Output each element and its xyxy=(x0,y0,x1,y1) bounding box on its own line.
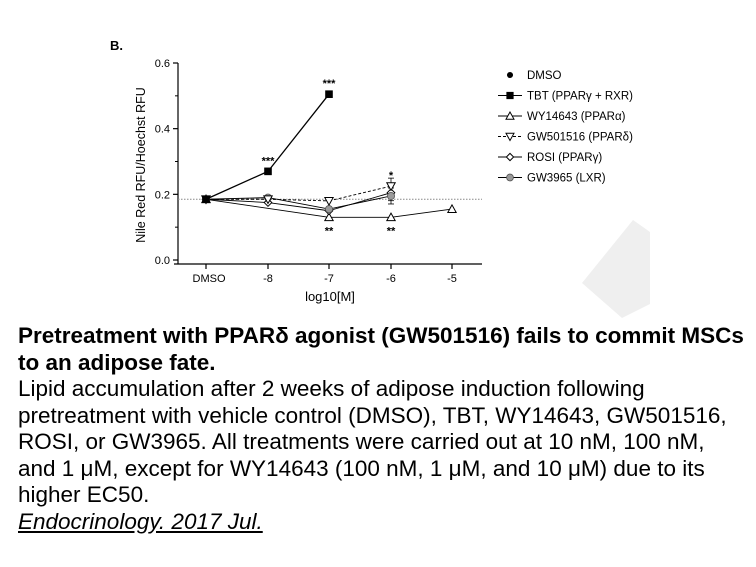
figure-caption: Pretreatment with PPARδ agonist (GW50151… xyxy=(18,323,748,535)
marker-open-triangle-down xyxy=(505,132,515,142)
x-tick-label: -6 xyxy=(386,273,396,285)
axes: 0.0 0.2 0.4 0.6 DMSO -8 -7 -6 -5 xyxy=(155,58,482,285)
y-tick-label: 0.6 xyxy=(155,58,170,70)
significance-label: *** xyxy=(262,155,276,167)
marker-open-triangle-up xyxy=(323,212,335,222)
series-segment xyxy=(328,195,392,210)
y-tick-label: 0.4 xyxy=(155,124,170,136)
series-line-group xyxy=(205,192,392,212)
marker-grey-circle xyxy=(324,205,333,214)
legend-label: ROSI (PPARγ) xyxy=(527,152,602,164)
marker-filled-square xyxy=(325,90,333,98)
legend-entry: ROSI (PPARγ) xyxy=(498,152,602,164)
series-segment xyxy=(267,202,330,212)
x-tick-label: -5 xyxy=(447,273,457,285)
marker-open-triangle-up xyxy=(385,212,397,222)
legend-entry: GW3965 (LXR) xyxy=(498,173,606,185)
y-tick-label: 0.2 xyxy=(155,189,170,201)
marker-open-triangle-up xyxy=(446,203,458,213)
x-tick-label: -8 xyxy=(263,273,273,285)
marker-filled-square xyxy=(264,167,272,176)
legend-entry: TBT (PPARγ + RXR) xyxy=(498,91,633,103)
legend-entry: WY14643 (PPARα) xyxy=(498,110,626,123)
marker-filled-circle xyxy=(202,196,210,203)
significance-label: ** xyxy=(325,225,334,237)
legend-label: WY14643 (PPARα) xyxy=(527,111,626,123)
series-line-group xyxy=(205,198,453,218)
x-tick-label: DMSO xyxy=(193,273,226,285)
citation-link[interactable]: Endocrinology. 2017 Jul. xyxy=(18,508,263,534)
figure-panel: B. Nile Red RFU/Hoechst RFU log10[M] 0.0… xyxy=(110,38,650,318)
annotation-layer: *********** xyxy=(262,78,396,237)
series-segment xyxy=(205,170,269,200)
series-segment xyxy=(328,185,392,202)
legend-entry: DMSO xyxy=(506,70,562,82)
y-axis-label: Nile Red RFU/Hoechst RFU xyxy=(134,87,148,243)
marker-open-triangle-down xyxy=(385,182,397,192)
marker-open-diamond xyxy=(505,152,515,162)
marker-grey-circle xyxy=(386,191,395,200)
legend-label: TBT (PPARγ + RXR) xyxy=(527,91,633,103)
marker-filled-square xyxy=(506,91,514,100)
y-tick-label: 0.0 xyxy=(155,255,170,267)
marker-open-triangle-down xyxy=(323,197,335,207)
significance-label: *** xyxy=(323,78,337,90)
legend-label: DMSO xyxy=(527,70,562,82)
series-segment xyxy=(267,93,330,172)
series-layer xyxy=(200,90,458,222)
series-line-group xyxy=(206,185,392,202)
marker-open-triangle-down xyxy=(262,195,274,205)
marker-filled-circle xyxy=(506,71,514,79)
marker-open-triangle-up xyxy=(505,110,515,120)
series-segment xyxy=(205,198,269,203)
series-segment xyxy=(390,208,453,218)
significance-label: * xyxy=(389,170,394,182)
series-line-group xyxy=(205,93,330,200)
x-axis-label: log10[M] xyxy=(305,289,355,304)
legend-entry: GW501516 (PPARδ) xyxy=(498,132,633,144)
series-line-group xyxy=(205,195,392,210)
series-segment xyxy=(205,198,330,218)
series-segment xyxy=(267,198,330,202)
x-tick-label: -7 xyxy=(324,273,334,285)
legend-label: GW3965 (LXR) xyxy=(527,173,606,185)
significance-label: ** xyxy=(387,225,396,237)
marker-grey-circle xyxy=(506,173,514,182)
panel-label: B. xyxy=(110,38,123,53)
series-segment xyxy=(328,192,392,212)
caption-body: Lipid accumulation after 2 weeks of adip… xyxy=(18,376,727,507)
legend: DMSO TBT (PPARγ + RXR) WY14643 (PPARα) GW50… xyxy=(498,70,633,185)
legend-label: GW501516 (PPARδ) xyxy=(527,132,633,144)
caption-title: Pretreatment with PPARδ agonist (GW50151… xyxy=(18,323,744,375)
watermark-shape xyxy=(582,220,650,318)
